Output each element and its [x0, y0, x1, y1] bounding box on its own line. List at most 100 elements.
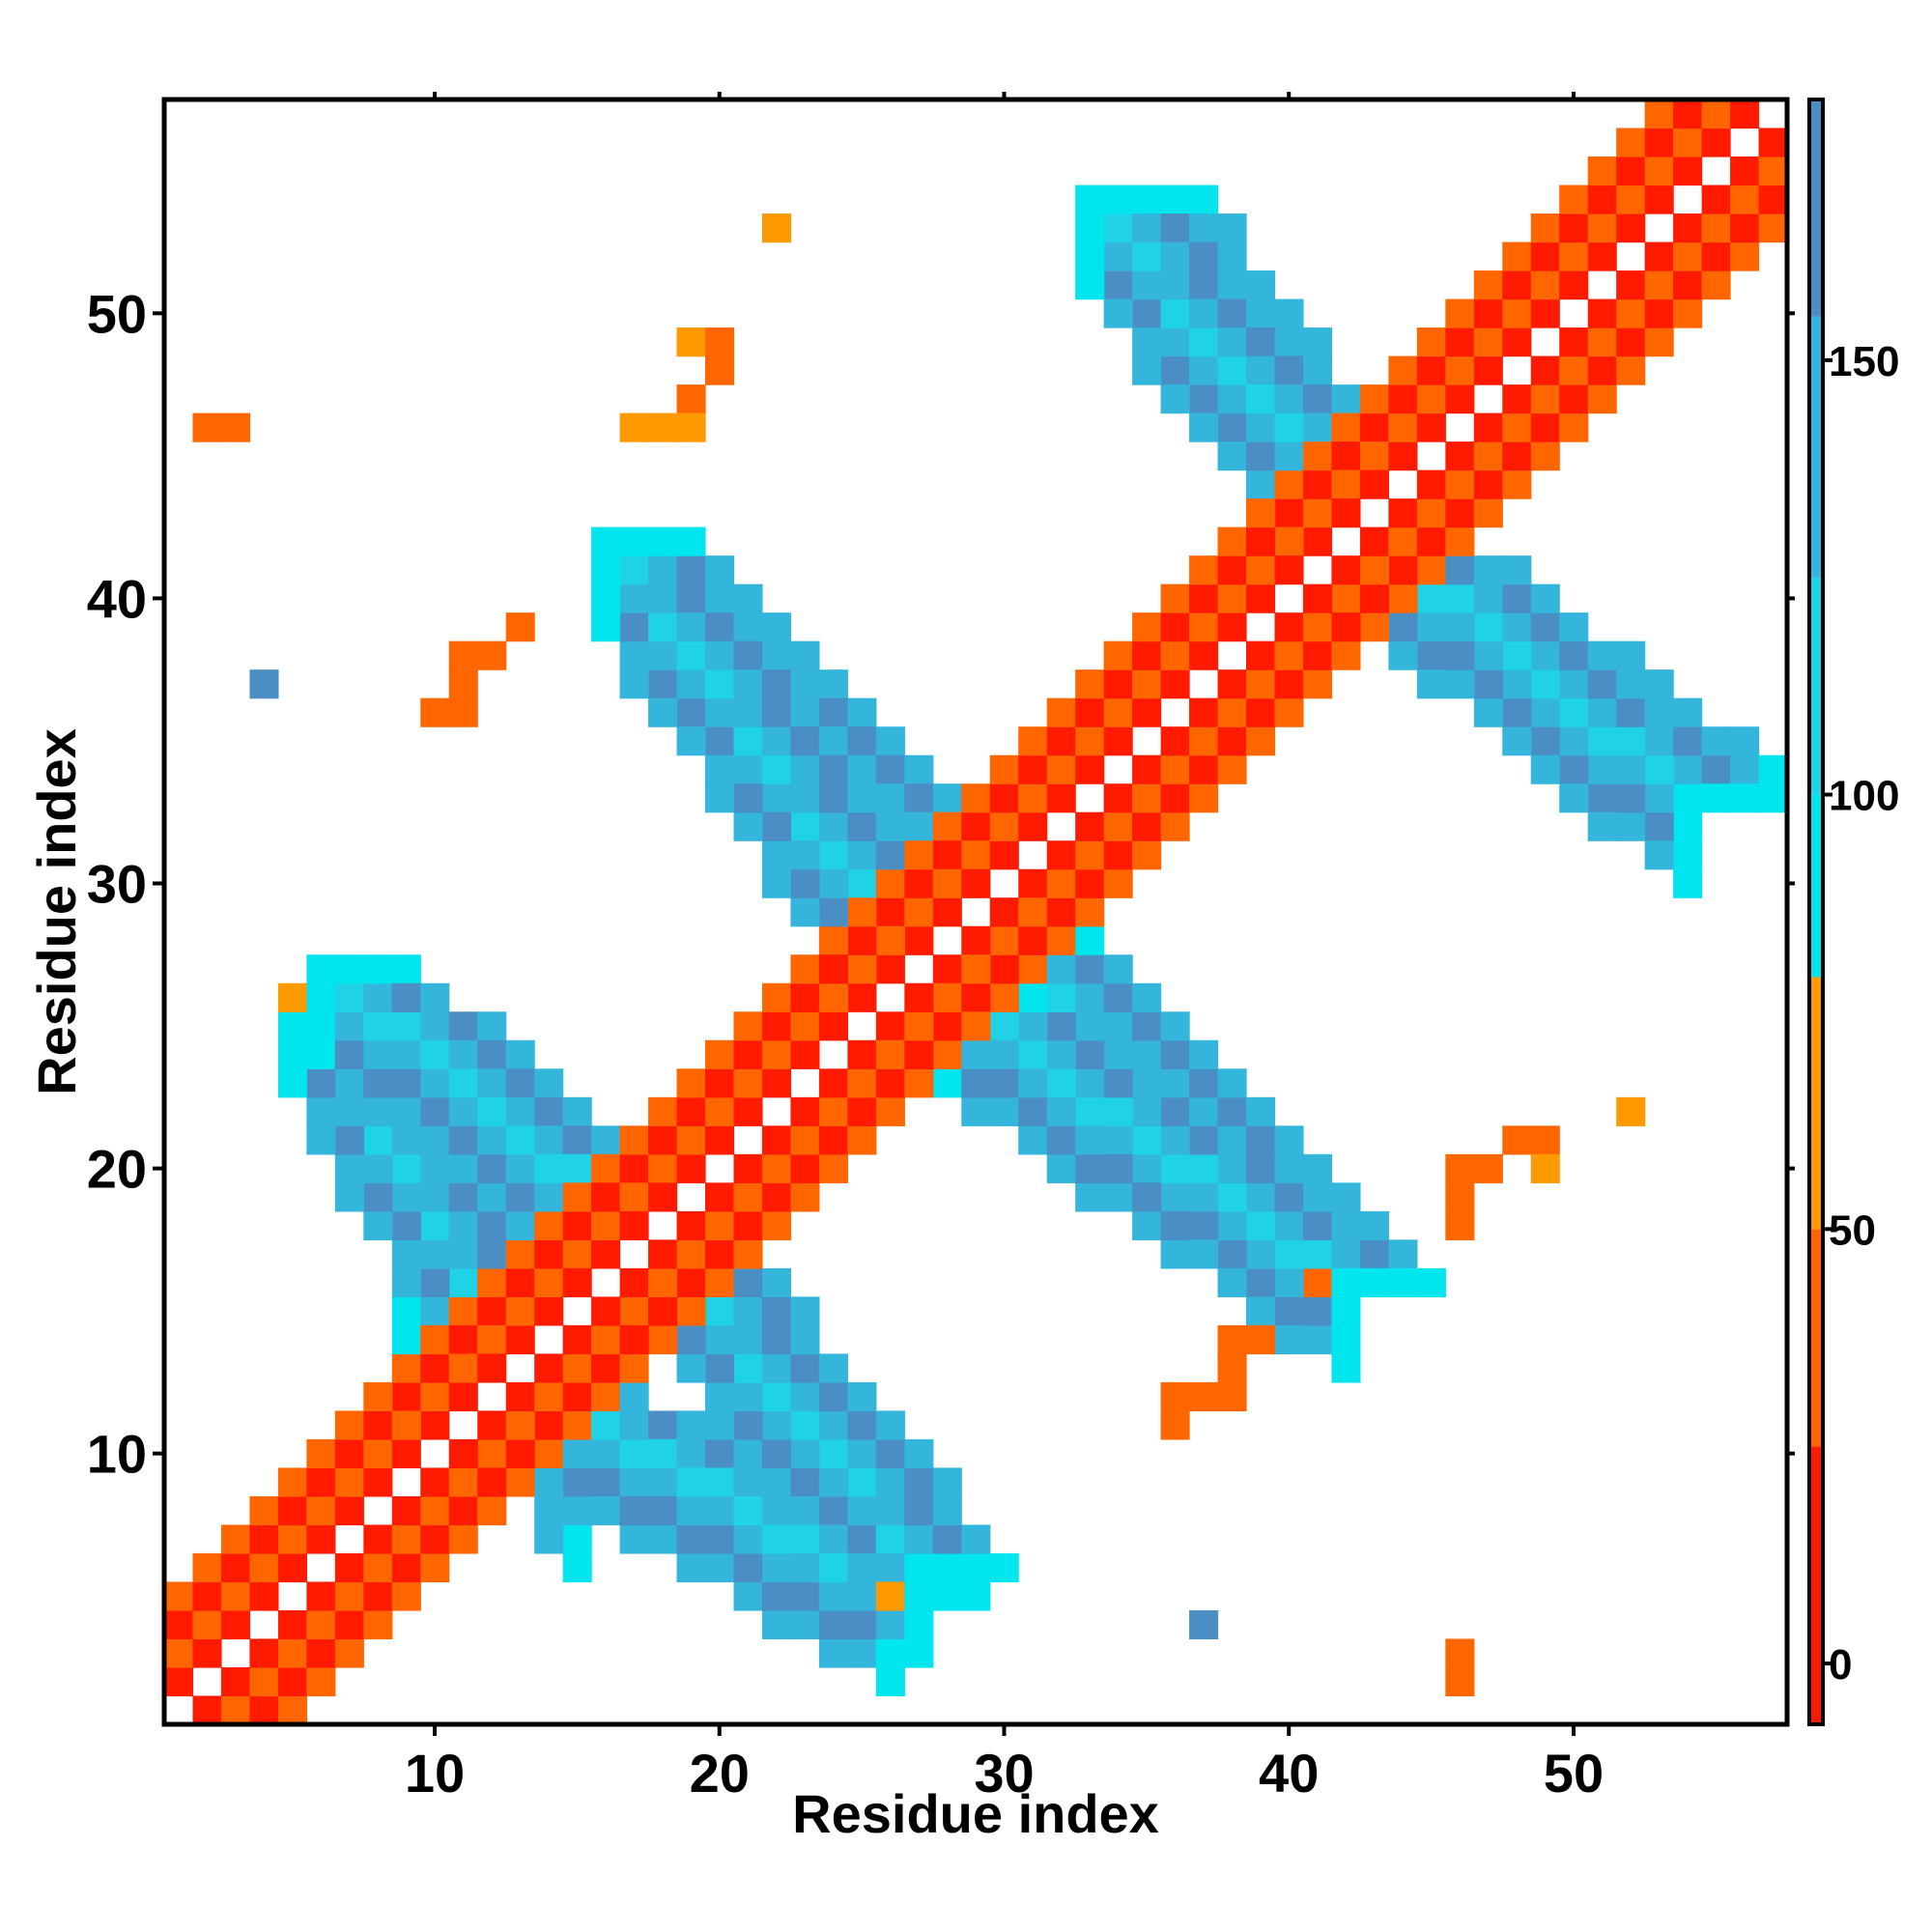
heatmap-cell-198 [477, 1039, 507, 1069]
heatmap-cell-241 [534, 1153, 564, 1183]
heatmap-cell-195 [818, 1438, 848, 1469]
heatmap-cell-809 [989, 897, 1019, 927]
heatmap-cell-635 [1416, 583, 1446, 613]
heatmap-cell-906 [1416, 384, 1446, 414]
heatmap-cell-639 [1445, 555, 1475, 585]
heatmap-cell-751 [591, 1324, 621, 1354]
heatmap-cell-192 [932, 1467, 962, 1497]
heatmap-cell-520 [1103, 213, 1133, 243]
heatmap-cell-617 [1445, 669, 1475, 699]
heatmap-cell-408 [1046, 1068, 1076, 1098]
heatmap-cell-44 [562, 1353, 592, 1383]
heatmap-cell-613 [1530, 612, 1560, 642]
heatmap-cell-929 [1559, 355, 1589, 385]
heatmap-cell-773 [705, 1068, 735, 1098]
heatmap-cell-341 [733, 697, 763, 727]
heatmap-cell-224 [733, 1410, 763, 1440]
heatmap-cell-548 [1616, 726, 1646, 756]
heatmap-cell-343 [733, 669, 763, 699]
heatmap-cell-405 [932, 783, 962, 813]
heatmap-cell-765 [676, 1096, 706, 1126]
heatmap-cell-540 [1189, 213, 1219, 243]
heatmap-cell-708 [334, 1609, 364, 1640]
heatmap-cell-582 [1217, 384, 1247, 414]
heatmap-cell-187 [932, 1495, 962, 1526]
heatmap-cell-525 [1701, 754, 1731, 784]
heatmap-cell-607 [1473, 640, 1503, 670]
heatmap-cell-78 [391, 1239, 421, 1269]
heatmap-cell-384 [1103, 1068, 1133, 1098]
heatmap-cell-426 [1018, 982, 1048, 1012]
heatmap-cell-815 [989, 811, 1019, 841]
heatmap-cell-420 [1132, 982, 1162, 1012]
heatmap-cell-331 [733, 640, 763, 670]
heatmap-cell-567 [1559, 754, 1589, 784]
heatmap-cell-711 [249, 1495, 279, 1526]
heatmap-cell-684 [249, 1695, 279, 1725]
heatmap-cell-463 [847, 897, 877, 927]
heatmap-cell-26 [505, 1324, 535, 1354]
heatmap-cell-503 [591, 612, 621, 642]
heatmap-cell-611 [1502, 612, 1532, 642]
heatmap-cell-119 [790, 1524, 820, 1554]
heatmap-cell-524 [1132, 185, 1162, 214]
heatmap-cell-64 [676, 1438, 706, 1469]
heatmap-cell-148 [847, 1609, 877, 1640]
heatmap-cell-301 [648, 583, 678, 613]
heatmap-cell-15 [534, 1524, 564, 1554]
heatmap-cell-474 [790, 897, 820, 927]
heatmap-cell-989 [705, 327, 735, 357]
heatmap-cell-398 [1075, 1039, 1105, 1069]
heatmap-cell-924 [1473, 298, 1503, 328]
heatmap-cell-878 [1274, 640, 1304, 670]
heatmap-cell-446 [1075, 925, 1105, 955]
heatmap-cell-728 [363, 1524, 393, 1554]
heatmap-cell-986 [1730, 99, 1760, 129]
heatmap-cell-903 [1445, 441, 1475, 471]
heatmap-cell-895 [1359, 384, 1389, 414]
heatmap-cell-481 [1075, 1153, 1105, 1183]
heatmap-cell-874 [1302, 669, 1333, 699]
heatmap-cell-754 [562, 1267, 592, 1297]
heatmap-cell-716 [363, 1581, 393, 1611]
heatmap-cell-827 [1018, 726, 1048, 756]
heatmap-cell-649 [1359, 469, 1389, 499]
heatmap-cell-373 [818, 726, 848, 756]
heatmap-cell-1003 [249, 669, 279, 699]
heatmap-cell-306 [1331, 1210, 1361, 1240]
heatmap-cell-237 [534, 1210, 564, 1240]
heatmap-cell-6 [391, 1296, 421, 1326]
y-tick-label-40: 40 [87, 568, 147, 629]
heatmap-cell-709 [249, 1524, 279, 1554]
heatmap-cell-667 [1160, 384, 1190, 414]
heatmap-cell-46 [591, 1353, 621, 1383]
heatmap-cell-124 [420, 1096, 450, 1126]
heatmap-cell-693 [192, 1581, 222, 1611]
heatmap-cell-812 [1075, 897, 1105, 927]
heatmap-cell-255 [648, 1153, 678, 1183]
heatmap-cell-181 [961, 1524, 991, 1554]
heatmap-cell-990 [705, 355, 735, 385]
heatmap-cell-839 [1075, 726, 1105, 756]
heatmap-cell-177 [904, 1524, 934, 1554]
heatmap-cell-904 [1416, 412, 1446, 442]
heatmap-cell-514 [1416, 1267, 1446, 1297]
heatmap-cell-634 [1302, 469, 1333, 499]
heatmap-cell-197 [847, 1438, 877, 1469]
heatmap-cell-681 [164, 1666, 194, 1697]
heatmap-cell-218 [790, 1381, 820, 1412]
heatmap-cell-396 [1075, 1068, 1105, 1098]
heatmap-cell-232 [790, 1353, 820, 1383]
heatmap-cell-697 [220, 1609, 251, 1640]
heatmap-cell-308 [1359, 1210, 1389, 1240]
heatmap-cell-462 [961, 1011, 991, 1041]
heatmap-cell-108 [420, 1125, 450, 1155]
heatmap-cell-886 [1302, 612, 1333, 642]
plot-frame [161, 97, 1790, 1727]
heatmap-cell-793 [790, 1039, 820, 1069]
heatmap-cell-388 [1132, 1039, 1162, 1069]
heatmap-cell-976 [1673, 156, 1703, 186]
heatmap-cell-316 [1246, 1182, 1276, 1212]
heatmap-cell-880 [1302, 640, 1333, 670]
colorbar-band-6 [1809, 99, 1823, 317]
